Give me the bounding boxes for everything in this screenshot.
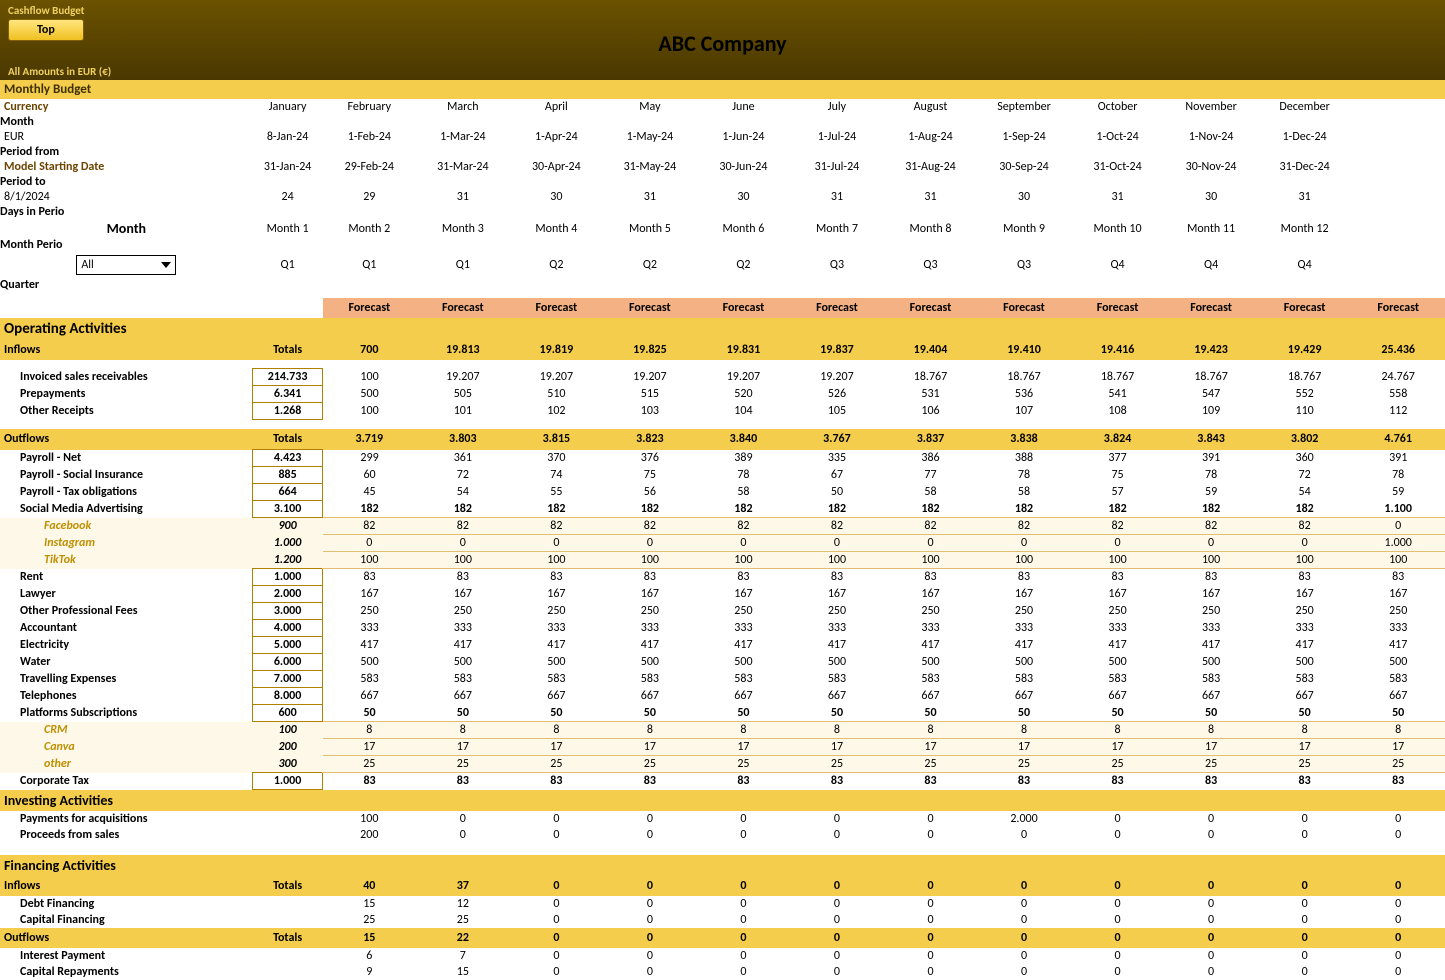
table-row: Other Receipts1.268100101102103104105106… (0, 402, 1445, 419)
cashflow-label: Cashflow Budget (8, 4, 1437, 17)
financing-table: InflowsTotals40370000000000Debt Financin… (0, 876, 1445, 980)
forecast-row: ForecastForecastForecastForecastForecast… (0, 298, 1445, 318)
table-row: Prepayments6.341500505510515520526531536… (0, 385, 1445, 402)
amounts-label: All Amounts in EUR (€) (8, 65, 111, 78)
table-row: Payroll - Net4.4232993613703763893353863… (0, 450, 1445, 467)
table-row: Payroll - Tax obligations664455455565850… (0, 484, 1445, 501)
table-row: Rent1.000838383838383838383838383 (0, 569, 1445, 586)
table-row: Capital Repayments9150000000000 (0, 964, 1445, 980)
table-row: Social Media Advertising3.10018218218218… (0, 501, 1445, 518)
table-row: Facebook90082828282828282828282820 (0, 518, 1445, 535)
table-row: Other Professional Fees3.000250250250250… (0, 603, 1445, 620)
table-row: TikTok1.20010010010010010010010010010010… (0, 552, 1445, 569)
table-row: Telephones8.0006676676676676676676676676… (0, 688, 1445, 705)
table-row: CRM100888888888888 (0, 722, 1445, 739)
table-row: Corporate Tax1.0008383838383838383838383… (0, 773, 1445, 790)
fin-inflows-band: InflowsTotals40370000000000 (0, 876, 1445, 896)
table-row: Water6.000500500500500500500500500500500… (0, 654, 1445, 671)
meta-row: MonthMonth 1Month 2Month 3Month 4Month 5… (0, 219, 1445, 238)
header-bar: Cashflow Budget Top ABC Company All Amou… (0, 0, 1445, 80)
month-filter-dropdown[interactable]: All (76, 255, 176, 275)
monthly-budget-header: Monthly Budget (0, 80, 1445, 99)
table-row: Canva200171717171717171717171717 (0, 739, 1445, 756)
meta-table: CurrencyJanuaryFebruaryMarchAprilMayJune… (0, 99, 1445, 318)
table-row: other300252525252525252525252525 (0, 756, 1445, 773)
table-row: Instagram1.000000000000001.000 (0, 535, 1445, 552)
outflows-band: OutflowsTotals3.7193.8033.8153.8233.8403… (0, 429, 1445, 450)
table-row: Travelling Expenses7.0005835835835835835… (0, 671, 1445, 688)
table-row: Platforms Subscriptions60050505050505050… (0, 705, 1445, 722)
fin-outflows-band: OutflowsTotals15220000000000 (0, 928, 1445, 948)
meta-row: Model Starting Date31-Jan-2429-Feb-2431-… (0, 159, 1445, 175)
table-row: Electricity5.000417417417417417417417417… (0, 637, 1445, 654)
meta-row: EUR8-Jan-241-Feb-241-Mar-241-Apr-241-May… (0, 129, 1445, 145)
meta-row: 8/1/2024242931303130313130313031 (0, 189, 1445, 205)
table-row: Capital Financing25250000000000 (0, 912, 1445, 928)
operating-table: InflowsTotals70019.81319.81919.82519.831… (0, 340, 1445, 790)
company-title: ABC Company (0, 30, 1445, 57)
table-row: Debt Financing15120000000000 (0, 896, 1445, 912)
meta-row: AllQ1Q1Q1Q2Q2Q2Q3Q3Q3Q4Q4Q4 (0, 252, 1445, 278)
investing-table: Payments for acquisitions1000000002.0000… (0, 811, 1445, 843)
operating-header: Operating Activities (0, 318, 1445, 340)
meta-row: CurrencyJanuaryFebruaryMarchAprilMayJune… (0, 99, 1445, 115)
table-row: Proceeds from sales20000000000000 (0, 827, 1445, 843)
table-row: Invoiced sales receivables214.73310019.2… (0, 368, 1445, 385)
table-row: Payments for acquisitions1000000002.0000… (0, 811, 1445, 827)
inflows-band: InflowsTotals70019.81319.81919.82519.831… (0, 340, 1445, 360)
table-row: Lawyer2.00016716716716716716716716716716… (0, 586, 1445, 603)
table-row: Interest Payment670000000000 (0, 948, 1445, 964)
investing-header: Investing Activities (0, 790, 1445, 811)
table-row: Accountant4.0003333333333333333333333333… (0, 620, 1445, 637)
table-row: Payroll - Social Insurance88560727475786… (0, 467, 1445, 484)
financing-header: Financing Activities (0, 855, 1445, 876)
chevron-down-icon (161, 262, 171, 268)
